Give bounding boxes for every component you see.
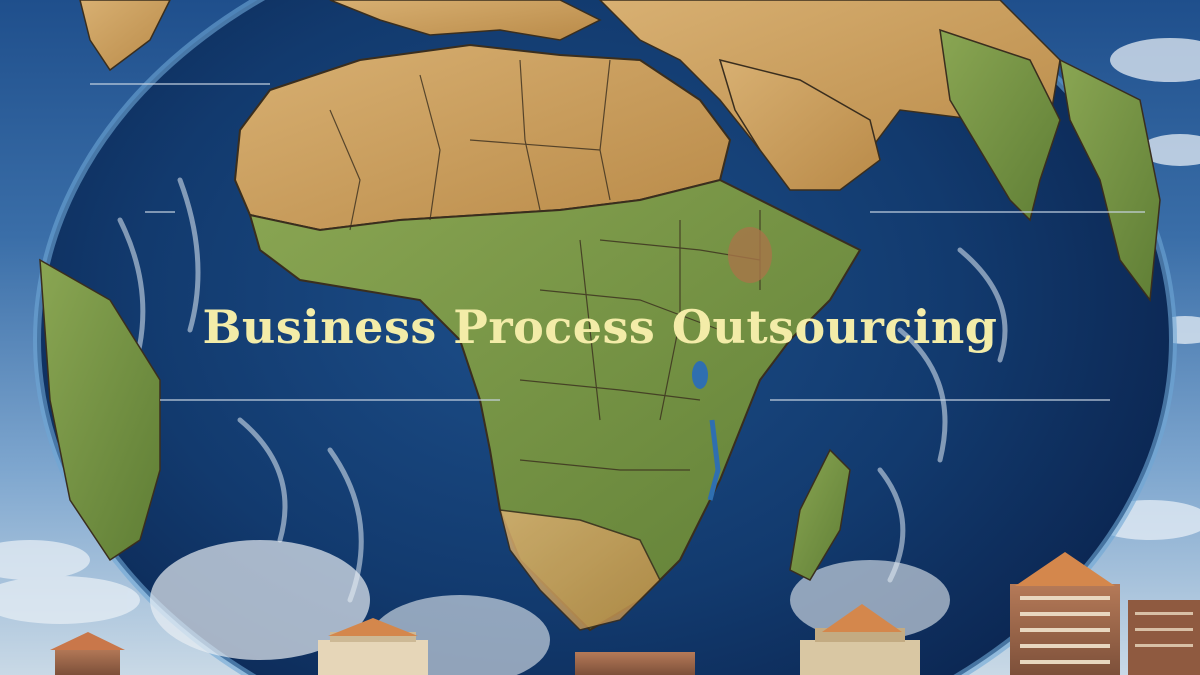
- land-south-america: [39, 258, 161, 562]
- land-arabia: [718, 58, 881, 191]
- building-center-left: [318, 618, 428, 675]
- building-far-right: [1128, 600, 1200, 675]
- building-center: [575, 652, 695, 675]
- skyline-buildings: [50, 552, 1200, 675]
- lake-tanganyika: [707, 419, 721, 501]
- ethiopian-highlands: [728, 227, 772, 283]
- building-left: [50, 632, 125, 675]
- cloud-mass-se: [790, 560, 950, 640]
- land-southern-africa: [499, 509, 661, 631]
- land-madagascar: [789, 448, 851, 581]
- cloud-mass-sw: [150, 540, 370, 660]
- land-top-left: [79, 0, 171, 72]
- land-india: [939, 28, 1061, 222]
- lake-victoria: [692, 361, 708, 389]
- land-se-asia: [1059, 58, 1161, 302]
- building-center-right: [800, 604, 920, 675]
- latitude-lines: [90, 83, 1145, 401]
- land-europe: [329, 0, 602, 41]
- headline-text: Business Process Outsourcing: [202, 300, 998, 354]
- building-tower: [1010, 552, 1120, 675]
- globe: [33, 0, 1177, 675]
- country-borders: [329, 59, 761, 471]
